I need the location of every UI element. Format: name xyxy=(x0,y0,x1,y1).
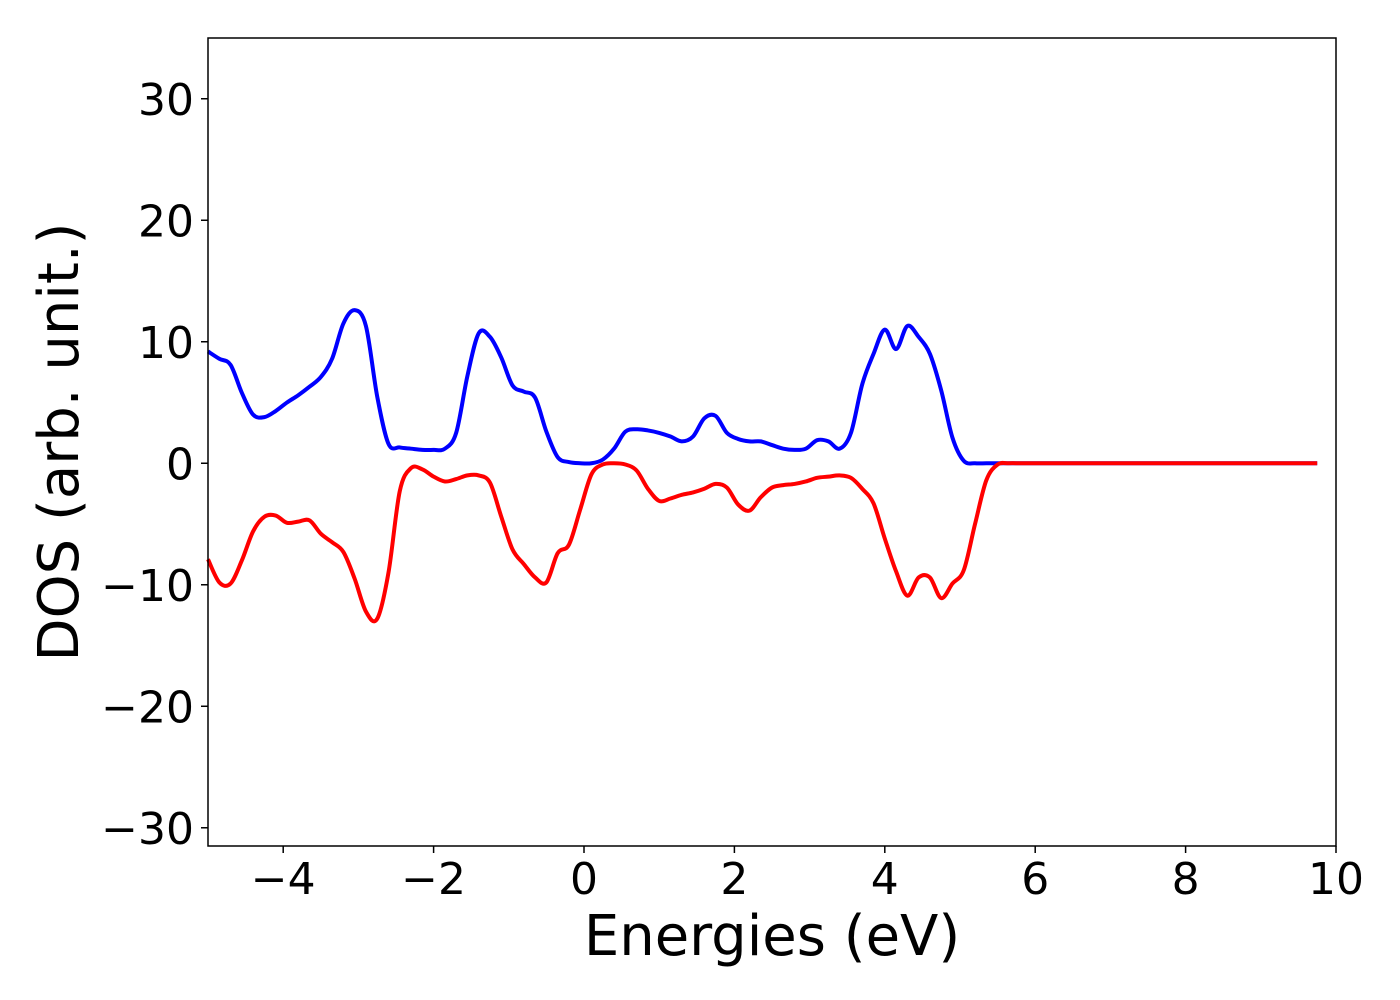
plot-frame xyxy=(207,37,1337,847)
y-tick-label: 10 xyxy=(138,318,194,369)
x-tick-label: 8 xyxy=(1172,854,1200,905)
y-tick-label: 20 xyxy=(138,196,194,247)
plot-area xyxy=(208,38,1336,846)
y-tick-label: −30 xyxy=(101,804,194,855)
x-tick-label: 4 xyxy=(871,854,899,905)
y-tick-label: 30 xyxy=(138,75,194,126)
x-axis-ticks: −4 −2 0 2 4 6 8 10 xyxy=(251,846,1364,905)
x-tick-label: −2 xyxy=(401,854,466,905)
y-tick-label: −10 xyxy=(101,561,194,612)
x-tick-label: 6 xyxy=(1021,854,1049,905)
y-tick-label: 0 xyxy=(166,439,194,490)
y-tick-label: −20 xyxy=(101,682,194,733)
series-layer xyxy=(206,308,1318,624)
x-tick-label: 0 xyxy=(570,854,598,905)
y-axis-ticks: 30 20 10 0 −10 −20 −30 xyxy=(101,75,208,855)
dos-line-red xyxy=(206,460,1318,624)
x-axis-title: Energies (eV) xyxy=(584,904,960,969)
x-tick-label: 10 xyxy=(1308,854,1364,905)
y-axis-title: DOS (arb. unit.) xyxy=(27,222,92,661)
x-tick-label: −4 xyxy=(251,854,316,905)
x-tick-label: 2 xyxy=(720,854,748,905)
